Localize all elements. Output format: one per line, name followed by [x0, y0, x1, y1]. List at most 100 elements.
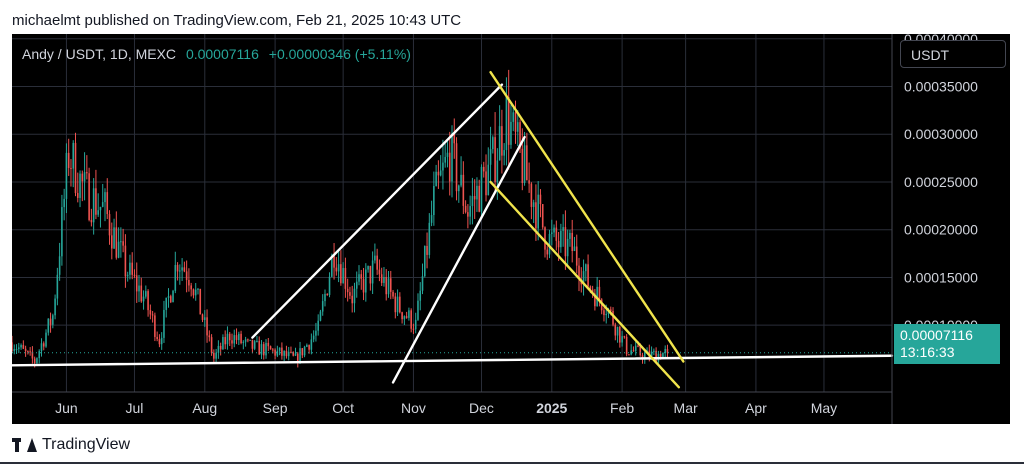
candle-body	[24, 348, 27, 352]
candle-body	[15, 348, 18, 350]
symbol-change: +0.00000346 (+5.11%)	[268, 46, 411, 62]
candle-body	[140, 285, 143, 302]
chart-panel[interactable]: 0.000400000.000350000.000300000.00025000…	[12, 34, 1010, 424]
candle-body	[414, 319, 417, 330]
candle-body	[571, 232, 574, 252]
axis-layer: 0.000400000.000350000.000300000.00025000…	[12, 34, 978, 424]
candle-body	[292, 352, 295, 356]
candle-body	[238, 333, 240, 341]
candle-body	[521, 148, 524, 183]
y-tick-label: 0.00020000	[904, 222, 978, 238]
candle-body	[104, 192, 106, 203]
candle-body	[45, 332, 47, 347]
candle-body	[553, 227, 555, 233]
candle-body	[621, 336, 623, 343]
candle-body	[70, 167, 72, 169]
candle-body	[655, 350, 657, 362]
candle-body	[174, 264, 177, 291]
candle-body	[401, 312, 403, 320]
candle-body	[33, 358, 36, 364]
symbol-header: Andy / USDT, 1D, MEXC 0.00007116 +0.0000…	[22, 46, 411, 62]
candle-body	[433, 186, 435, 216]
candle-body	[88, 173, 90, 220]
candle-body	[471, 196, 474, 207]
last-price-tag: 0.00007116 13:16:33	[894, 324, 1000, 364]
candle-body	[299, 348, 301, 363]
tradingview-brand[interactable]: TradingView	[12, 436, 130, 454]
candle-body	[349, 292, 351, 296]
candle-body	[219, 345, 222, 350]
candle-body	[145, 291, 147, 297]
candle-body	[210, 337, 213, 353]
candle-body	[124, 245, 127, 277]
candle-body	[566, 238, 569, 257]
x-tick-label: Nov	[401, 400, 426, 416]
candle-body	[86, 172, 88, 174]
candle-body	[249, 339, 251, 341]
candle-body	[614, 324, 617, 336]
x-tick-label: Mar	[674, 400, 698, 416]
candle-body	[65, 152, 68, 199]
candle-body	[355, 281, 358, 289]
yellow-channel-line	[489, 70, 685, 363]
candle-body	[106, 192, 109, 215]
candle-body	[321, 301, 324, 312]
candle-body	[643, 352, 646, 360]
candle-body	[222, 337, 224, 350]
candle-body	[612, 310, 614, 325]
candle-body	[287, 351, 290, 357]
candle-body	[530, 183, 533, 207]
candle-body	[550, 232, 553, 234]
candle-body	[494, 137, 496, 182]
candle-body	[632, 350, 635, 352]
candle-body	[256, 340, 258, 342]
candle-body	[546, 249, 549, 255]
candle-body	[544, 227, 546, 250]
candle-body	[278, 347, 281, 351]
price-chart[interactable]: 0.000400000.000350000.000300000.00025000…	[12, 34, 1010, 424]
currency-button[interactable]: USDT	[900, 40, 1006, 68]
candle-body	[231, 340, 233, 344]
candle-body	[129, 262, 131, 275]
published-line: michaelmt published on TradingView.com, …	[12, 12, 462, 29]
y-tick-label: 0.00030000	[904, 126, 978, 142]
candle-body	[460, 174, 462, 186]
candle-body	[38, 351, 41, 359]
candle-body	[113, 227, 115, 249]
candle-body	[501, 126, 503, 156]
candle-body	[594, 293, 596, 307]
candle-body	[575, 246, 578, 266]
candle-body	[267, 342, 270, 347]
candle-body	[539, 194, 542, 205]
candle-body	[333, 255, 335, 268]
candle-body	[585, 264, 587, 272]
candle-body	[619, 326, 621, 343]
candle-body	[340, 264, 342, 284]
candle-body	[312, 335, 315, 340]
candle-body	[428, 222, 431, 255]
candle-body	[410, 310, 412, 329]
candle-body	[262, 344, 265, 356]
candle-body	[310, 339, 313, 350]
candle-body	[276, 350, 279, 356]
candle-body	[662, 352, 664, 359]
bottom-divider	[0, 462, 1024, 464]
candle-body	[247, 339, 249, 341]
candle-body	[179, 270, 181, 272]
candle-body	[36, 358, 38, 364]
brand-name: TradingView	[42, 436, 131, 453]
candle-body	[242, 341, 245, 344]
candle-body	[183, 267, 186, 272]
x-tick-label: Dec	[469, 400, 494, 416]
candle-body	[101, 202, 104, 207]
x-tick-label: Oct	[332, 400, 354, 416]
candle-body	[181, 267, 183, 271]
y-tick-label: 0.00035000	[904, 79, 978, 95]
candle-body	[160, 337, 163, 345]
candle-body	[510, 121, 512, 145]
candle-body	[274, 349, 276, 356]
candle-body	[378, 269, 381, 275]
candle-body	[151, 314, 154, 316]
candle-body	[555, 227, 558, 241]
y-tick-label: 0.00015000	[904, 269, 978, 285]
